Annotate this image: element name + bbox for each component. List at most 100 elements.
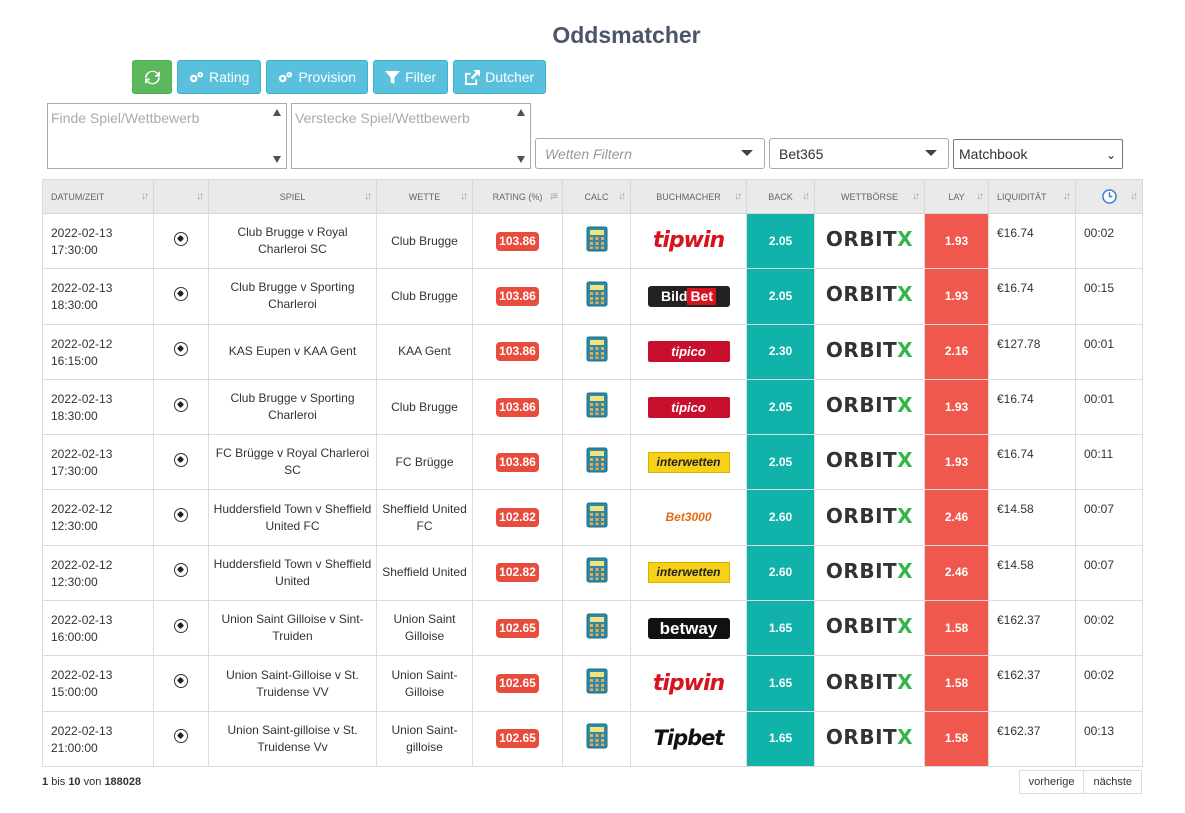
column-header-bookmaker[interactable]: Buchmacher ↓↑ bbox=[630, 179, 747, 214]
sort-icon: ↓↑ bbox=[734, 191, 742, 202]
scrollbar[interactable] bbox=[513, 104, 530, 168]
cell-rating: 103.86 bbox=[472, 268, 563, 325]
soccer-ball-icon bbox=[174, 563, 188, 578]
cell-rating: 102.65 bbox=[472, 710, 563, 767]
calculator-icon[interactable] bbox=[586, 613, 608, 639]
cell-game: Club Brugge v Royal Charleroi SC bbox=[208, 212, 377, 270]
hide-game-input[interactable]: Verstecke Spiel/Wettbewerb bbox=[291, 103, 531, 169]
table-row[interactable]: 2022-02-13 17:30:00 FC Brügge v Royal Cha… bbox=[42, 434, 1143, 491]
calculator-icon[interactable] bbox=[586, 668, 608, 694]
cell-date: 2022-02-13 21:00:00 bbox=[42, 710, 154, 767]
cell-bet: Club Brugge bbox=[376, 212, 473, 270]
cell-lay-odds: 1.93 bbox=[924, 268, 989, 325]
soccer-ball-icon bbox=[174, 286, 188, 301]
exchange-logo-orbitx: ORBITX bbox=[825, 448, 914, 473]
cell-back-odds: 2.05 bbox=[746, 212, 815, 270]
cell-calc bbox=[562, 544, 631, 602]
cell-age: 00:02 bbox=[1075, 212, 1143, 270]
column-header-exchange[interactable]: Wettbörse ↓↑ bbox=[814, 179, 925, 214]
cell-liquidity: €16.74 bbox=[988, 434, 1076, 491]
cell-exchange: ORBITX bbox=[814, 434, 925, 491]
gears-icon bbox=[189, 71, 204, 82]
calculator-icon[interactable] bbox=[586, 447, 608, 473]
exchange-logo-orbitx: ORBITX bbox=[825, 669, 914, 694]
table-row[interactable]: 2022-02-13 18:30:00 Club Brugge v Sportin… bbox=[42, 268, 1143, 325]
dutcher-button-label: Dutcher bbox=[485, 69, 535, 85]
column-header-date[interactable]: Datum/Zeit ↓↑ bbox=[42, 179, 154, 214]
column-header-calc[interactable]: Calc ↓↑ bbox=[562, 179, 631, 214]
cell-calc bbox=[562, 489, 631, 546]
calculator-icon[interactable] bbox=[586, 336, 608, 362]
provision-button[interactable]: Provision bbox=[266, 60, 369, 94]
sort-icon: ↓↑ bbox=[364, 191, 372, 202]
bookmaker-select[interactable]: Bet365 bbox=[769, 138, 949, 169]
refresh-button[interactable] bbox=[132, 60, 172, 94]
calculator-icon[interactable] bbox=[586, 723, 608, 749]
previous-page-button[interactable]: vorherige bbox=[1018, 770, 1085, 794]
calculator-icon[interactable] bbox=[586, 392, 608, 418]
cell-bet: KAA Gent bbox=[376, 323, 473, 380]
cell-sport bbox=[153, 268, 209, 325]
table-row[interactable]: 2022-02-13 21:00:00 Union Saint-gilloise … bbox=[42, 710, 1143, 767]
cell-calc bbox=[562, 268, 631, 325]
column-header-bet[interactable]: Wette ↓↑ bbox=[376, 179, 473, 214]
scrollbar[interactable] bbox=[269, 104, 286, 168]
calculator-icon[interactable] bbox=[586, 557, 608, 583]
table-row[interactable]: 2022-02-12 12:30:00 Huddersfield Town v S… bbox=[42, 489, 1143, 546]
cell-exchange: ORBITX bbox=[814, 600, 925, 657]
rating-badge: 103.86 bbox=[496, 231, 539, 251]
calculator-icon[interactable] bbox=[586, 226, 608, 252]
cell-lay-odds: 2.46 bbox=[924, 489, 989, 546]
bets-filter-select[interactable]: Wetten Filtern bbox=[535, 138, 765, 169]
table-row[interactable]: 2022-02-13 16:00:00 Union Saint Gilloise … bbox=[42, 600, 1143, 657]
calculator-icon[interactable] bbox=[586, 502, 608, 528]
column-header-rating[interactable]: Rating (%) ↓≡ bbox=[472, 179, 563, 214]
next-page-button[interactable]: nächste bbox=[1084, 770, 1142, 794]
table-row[interactable]: 2022-02-12 16:15:00 KAS Eupen v KAA Gent … bbox=[42, 323, 1143, 380]
cell-game: Union Saint-Gilloise v St. Truidense VV bbox=[208, 655, 377, 712]
sort-desc-icon: ↓≡ bbox=[549, 191, 558, 202]
caret-down-icon bbox=[741, 150, 753, 156]
cell-bookmaker: Tipbet bbox=[630, 710, 747, 767]
table-row[interactable]: 2022-02-12 12:30:00 Huddersfield Town v S… bbox=[42, 544, 1143, 602]
bookmaker-logo-tipwin: tipwin bbox=[652, 228, 725, 254]
sort-icon: ↓↑ bbox=[196, 191, 204, 202]
column-header-back[interactable]: Back ↓↑ bbox=[746, 179, 815, 214]
column-header-age[interactable]: ↓↑ bbox=[1075, 179, 1143, 214]
soccer-ball-icon bbox=[174, 618, 188, 633]
column-header-sport[interactable]: ↓↑ bbox=[153, 179, 209, 214]
cell-age: 00:15 bbox=[1075, 268, 1143, 325]
table-row[interactable]: 2022-02-13 17:30:00 Club Brugge v Royal C… bbox=[42, 212, 1143, 270]
find-game-input[interactable]: Finde Spiel/Wettbewerb bbox=[47, 103, 287, 169]
cell-date: 2022-02-12 12:30:00 bbox=[42, 544, 154, 602]
cell-lay-odds: 1.58 bbox=[924, 600, 989, 657]
cell-date: 2022-02-13 17:30:00 bbox=[42, 434, 154, 491]
rating-badge: 102.82 bbox=[496, 563, 539, 583]
calculator-icon[interactable] bbox=[586, 281, 608, 307]
column-header-game[interactable]: Spiel ↓↑ bbox=[208, 179, 377, 214]
rating-badge: 103.86 bbox=[496, 286, 539, 306]
rating-button[interactable]: Rating bbox=[177, 60, 262, 94]
table-row[interactable]: 2022-02-13 18:30:00 Club Brugge v Sportin… bbox=[42, 378, 1143, 436]
cell-date: 2022-02-13 18:30:00 bbox=[42, 378, 154, 436]
exchange-logo-orbitx: ORBITX bbox=[825, 227, 914, 252]
cell-exchange: ORBITX bbox=[814, 323, 925, 380]
table-row[interactable]: 2022-02-13 15:00:00 Union Saint-Gilloise … bbox=[42, 655, 1143, 712]
cell-bookmaker: Bet3000 bbox=[630, 489, 747, 546]
cell-bookmaker: tipico bbox=[630, 323, 747, 380]
exchange-logo-orbitx: ORBITX bbox=[825, 558, 914, 583]
exchange-logo-orbitx: ORBITX bbox=[825, 614, 914, 639]
column-header-lay[interactable]: Lay ↓↑ bbox=[924, 179, 989, 214]
column-header-liquidity[interactable]: Liquidität ↓↑ bbox=[988, 179, 1076, 214]
cell-bookmaker: tipwin bbox=[630, 655, 747, 712]
bookmaker-logo-betway: betway bbox=[647, 617, 730, 639]
cell-age: 00:07 bbox=[1075, 544, 1143, 602]
sort-icon: ↓↑ bbox=[802, 191, 810, 202]
cell-bet: Union Saint-Gilloise bbox=[376, 655, 473, 712]
filter-button[interactable]: Filter bbox=[373, 60, 449, 94]
dutcher-button[interactable]: Dutcher bbox=[453, 60, 547, 94]
cell-rating: 103.86 bbox=[472, 378, 563, 436]
cell-back-odds: 2.30 bbox=[746, 323, 815, 380]
exchange-select[interactable]: Matchbook ⌄ bbox=[953, 139, 1123, 169]
soccer-ball-icon bbox=[174, 729, 188, 744]
